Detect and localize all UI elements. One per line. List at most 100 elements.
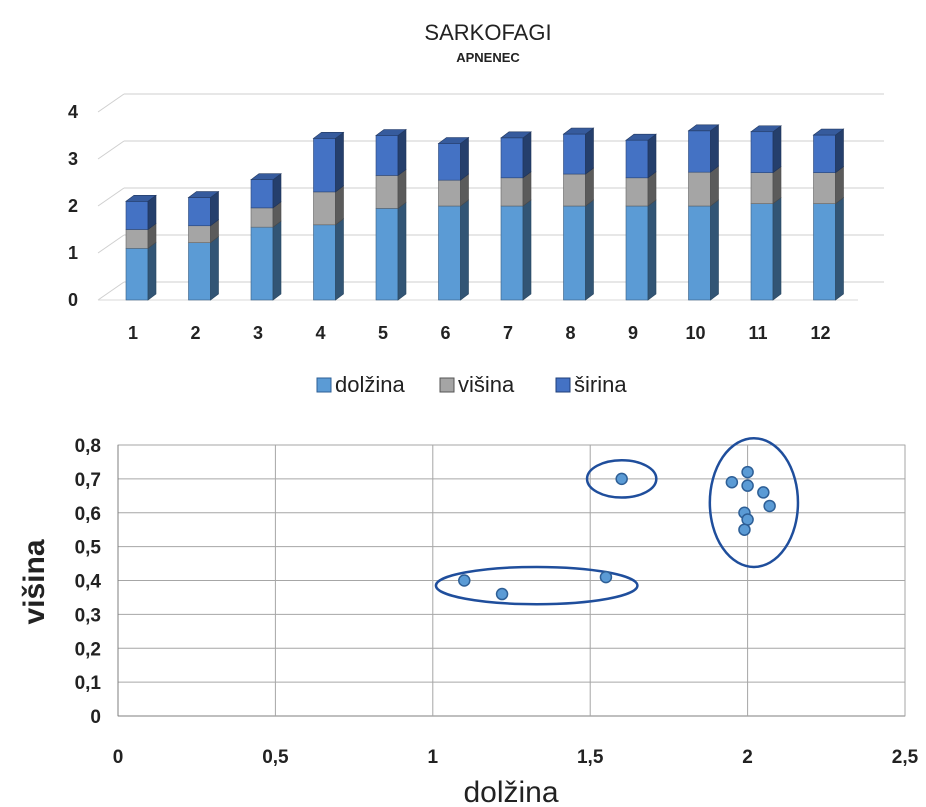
bar-segment-side [460, 136, 469, 181]
bar-segment [563, 173, 586, 207]
bar-x-tick-label: 3 [253, 323, 263, 343]
bar-segment [813, 134, 836, 173]
bar-y-tick-label: 1 [68, 243, 78, 263]
bar-segment-side [460, 199, 469, 301]
bar-x-tick-label: 2 [190, 323, 200, 343]
bar-top-face [687, 124, 720, 132]
bar-chart-subtitle: APNENEC [456, 50, 520, 65]
bar-segment [188, 225, 211, 243]
bar-top-face [250, 173, 282, 180]
legend-swatch-height [439, 377, 455, 393]
scatter-x-tick-label: 2 [742, 747, 753, 768]
bar-x-tick-label: 10 [685, 323, 705, 343]
bar-column [562, 127, 595, 301]
bar-y-tick-label: 0 [68, 290, 78, 310]
bar-segment [125, 248, 149, 301]
legend-item-length: dolžina [316, 372, 405, 397]
legend-item-height: višina [439, 372, 515, 397]
bar-segment [500, 177, 524, 207]
cluster-ellipse [708, 436, 800, 569]
scatter-y-axis-label: višina [18, 539, 51, 624]
bar-top-face [187, 191, 220, 198]
bar-segment [375, 135, 399, 176]
bar-segment [313, 224, 336, 301]
bar-segment [313, 191, 336, 226]
scatter-point [599, 570, 613, 584]
bar-segment-side [835, 166, 844, 205]
scatter-point [757, 486, 770, 499]
bar-x-tick-label: 8 [565, 323, 575, 343]
scatter-x-tick-label: 1,5 [577, 747, 604, 768]
bar-segment [438, 143, 461, 181]
bar-chart-x-tick-labels: 1 2 3 4 5 6 7 8 9 10 11 12 [128, 323, 831, 343]
scatter-point [741, 479, 754, 492]
bar-grid-diagonal [97, 234, 125, 254]
bar-segment [688, 205, 711, 301]
bar-y-tick-label: 3 [68, 149, 78, 169]
scatter-point [741, 513, 754, 526]
bar-segment-side [585, 167, 594, 207]
bar-top-face [125, 195, 157, 202]
bar-segment [250, 226, 274, 301]
bar-y-tick-label: 4 [68, 102, 78, 122]
bar-column [437, 136, 470, 301]
bar-column [250, 173, 282, 301]
scatter-y-tick-label: 0,5 [75, 538, 102, 559]
bar-segment [813, 172, 836, 204]
bar-segment-side [397, 201, 407, 301]
bar-segment-side [710, 199, 719, 301]
bar-segment-side [522, 131, 532, 179]
bar-segment-side [835, 197, 844, 301]
scatter-chart: 0 0,1 0,2 0,3 0,4 0,5 0,6 0,7 0,8 0 0,5 1 1,5 2 2,5 d… [18, 436, 919, 807]
bar-segment-side [397, 128, 407, 177]
scatter-y-tick-label: 0,8 [75, 436, 101, 457]
bar-segment [563, 205, 586, 301]
scatter-point [725, 476, 739, 489]
bar-column [500, 131, 532, 301]
bar-segment [750, 203, 774, 301]
bar-top-face [312, 132, 345, 139]
bar-segment [375, 175, 399, 209]
legend-label-length: dolžina [335, 372, 405, 397]
bar-segment-side [335, 185, 344, 226]
bar-column [750, 125, 782, 301]
bar-segment [375, 208, 399, 301]
scatter-cluster-ellipses [434, 436, 800, 606]
legend-label-width: širina [574, 372, 627, 397]
scatter-x-tick-label: 0,5 [262, 747, 289, 768]
bar-segment-side [710, 165, 719, 207]
bar-x-tick-label: 6 [440, 323, 450, 343]
legend-swatch-width [555, 377, 571, 393]
scatter-x-axis-label: dolžina [463, 776, 558, 807]
bar-top-face [562, 127, 595, 135]
bar-segment-side [272, 220, 282, 301]
bar-segment [625, 205, 649, 301]
bar-x-tick-label: 4 [315, 323, 325, 343]
bar-column [125, 194, 157, 301]
bar-x-tick-label: 11 [748, 323, 767, 343]
bar-segment [625, 139, 649, 179]
bar-segment [750, 172, 774, 204]
bar-grid-diagonal [97, 187, 125, 207]
bar-segment-side [335, 218, 344, 301]
cluster-ellipse [434, 565, 639, 606]
scatter-point [458, 574, 471, 587]
legend-swatch-length [316, 377, 332, 393]
bar-chart-columns [125, 124, 845, 301]
bar-segment-side [522, 199, 532, 301]
bar-segment-side [772, 197, 782, 301]
bar-top-face [437, 137, 470, 144]
bar-top-face [750, 125, 782, 133]
bar-x-tick-label: 1 [128, 323, 138, 343]
bar-segment-side [585, 199, 594, 301]
bar-x-tick-label: 5 [378, 323, 388, 343]
bar-column [812, 128, 845, 301]
bar-segment [813, 203, 836, 301]
bar-segment-side [647, 199, 657, 301]
bar-chart-legend: dolžina višina širina [316, 372, 627, 397]
bar-segment [250, 207, 274, 228]
bar-segment-side [397, 168, 407, 209]
bar-top-face [375, 129, 407, 136]
